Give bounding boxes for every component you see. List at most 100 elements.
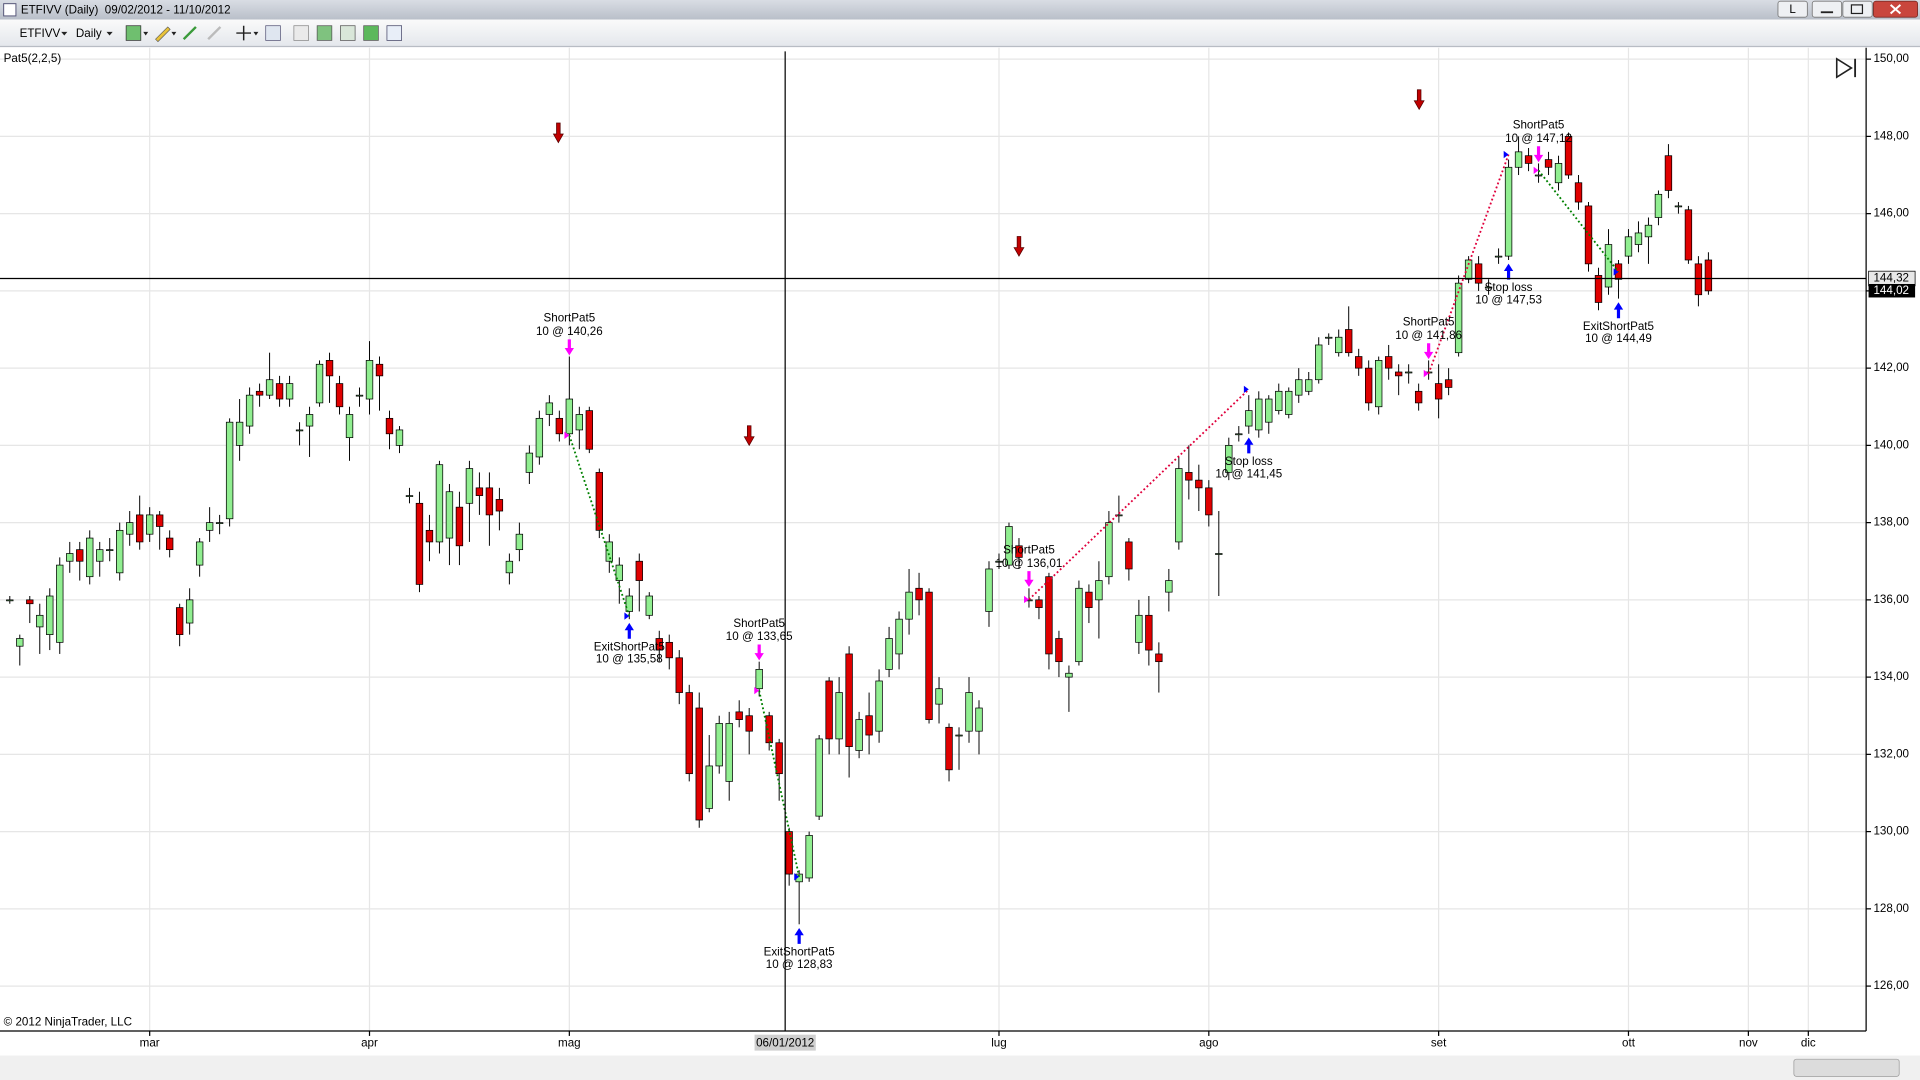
candle-body	[1694, 263, 1703, 296]
l-button[interactable]	[1777, 0, 1808, 18]
candle-body	[955, 734, 963, 737]
y-tick-label: 150,00	[1873, 52, 1909, 65]
candle-body	[1644, 224, 1653, 238]
candle-body	[96, 549, 104, 562]
instrument-selector[interactable]: ETFIVV	[20, 27, 61, 40]
trade-label: Stop loss	[1225, 455, 1273, 468]
candle-body	[1085, 591, 1093, 608]
draw-tool-button[interactable]	[155, 26, 171, 43]
candle-body	[175, 607, 184, 635]
candle-body	[685, 692, 693, 775]
candle-body	[565, 398, 574, 435]
candle-body	[315, 363, 324, 404]
candle-body	[1235, 433, 1243, 436]
candle-body	[435, 464, 444, 543]
candle-body	[1654, 193, 1663, 218]
x-tick-label: mag	[558, 1036, 581, 1049]
app-icon	[3, 3, 17, 17]
candle-body	[46, 595, 54, 635]
candle-body	[775, 742, 783, 775]
candle-body	[1664, 155, 1673, 191]
candle-body	[275, 383, 284, 400]
autoscroll-button[interactable]	[1835, 57, 1857, 79]
candle-body	[575, 414, 584, 431]
entry-marker	[564, 431, 570, 440]
indicator-button[interactable]	[182, 26, 197, 41]
x-tick-label: lug	[991, 1036, 1007, 1049]
candle-body	[1345, 329, 1353, 354]
candle-body	[1444, 379, 1453, 388]
candle-body	[1365, 367, 1373, 404]
candle-body	[1624, 236, 1633, 257]
trade-label: 10 @ 141,45	[1215, 467, 1282, 480]
candle-body	[146, 514, 154, 535]
zoom-button[interactable]	[265, 25, 281, 41]
trade-button[interactable]	[340, 25, 356, 41]
scrollbar-thumb[interactable]	[1793, 1058, 1900, 1077]
y-tick-label: 128,00	[1873, 902, 1909, 915]
candle-body	[116, 529, 124, 574]
candle-body	[1335, 336, 1343, 354]
candle-body	[1065, 672, 1073, 678]
signal-arrow	[743, 425, 755, 447]
trade-label: 10 @ 136,01	[996, 557, 1063, 570]
candle-body	[215, 522, 224, 524]
candle-body	[525, 452, 534, 473]
period-selector[interactable]: Daily	[76, 27, 102, 40]
crosshair-button[interactable]	[236, 25, 252, 41]
candle-body	[1125, 541, 1133, 570]
strategy-button[interactable]	[207, 26, 222, 41]
minimize[interactable]	[1811, 0, 1843, 18]
candle-body	[745, 715, 753, 732]
trade-line	[1028, 388, 1250, 601]
candle-body	[945, 726, 953, 771]
candle-body	[1165, 580, 1173, 593]
candle-body	[26, 599, 34, 605]
candle-body	[395, 429, 404, 446]
candle-body	[1045, 576, 1053, 655]
trade-label: 10 @ 140,26	[536, 325, 603, 338]
x-tick-label: mar	[140, 1036, 160, 1049]
dropdown-arrow	[253, 31, 259, 36]
order-button[interactable]	[363, 25, 379, 41]
candle-body	[1215, 553, 1223, 555]
candle-body	[305, 414, 314, 427]
candle-body	[1225, 445, 1233, 473]
properties-button[interactable]	[293, 25, 309, 41]
candle-body	[675, 657, 683, 693]
trade-line	[758, 690, 801, 877]
candle-body	[885, 638, 893, 670]
candle-body	[205, 522, 214, 531]
candle-body	[555, 417, 564, 435]
candle-body	[695, 707, 703, 821]
candle-body	[1404, 371, 1413, 374]
template-button[interactable]	[386, 25, 402, 41]
data-box-button[interactable]	[316, 25, 333, 41]
candle-body	[1195, 479, 1203, 489]
trade-line	[1427, 154, 1510, 374]
candle-body	[1055, 638, 1063, 663]
candle-body	[1015, 545, 1023, 558]
l-button-label[interactable]: L	[1789, 3, 1796, 16]
trade-arrow	[754, 644, 764, 661]
candle-body	[995, 560, 1003, 563]
y-tick-label: 146,00	[1873, 207, 1909, 220]
candle-body	[965, 692, 973, 732]
trade-arrow	[1244, 437, 1254, 454]
candle-body	[1095, 580, 1103, 601]
maximize[interactable]	[1842, 0, 1873, 18]
candle-body	[235, 421, 244, 446]
trade-label: ExitShortPat5	[594, 640, 665, 653]
candle-body	[385, 417, 394, 435]
candle-body	[16, 638, 24, 647]
exit-marker	[1613, 268, 1619, 276]
trade-arrow	[1024, 571, 1034, 588]
candle-body	[805, 835, 813, 879]
x-tick-label: set	[1431, 1036, 1447, 1049]
candle-body	[985, 568, 993, 612]
x-tick-label: ott	[1622, 1036, 1636, 1049]
candle-body	[1155, 653, 1163, 663]
chart-style-button[interactable]	[125, 25, 142, 41]
